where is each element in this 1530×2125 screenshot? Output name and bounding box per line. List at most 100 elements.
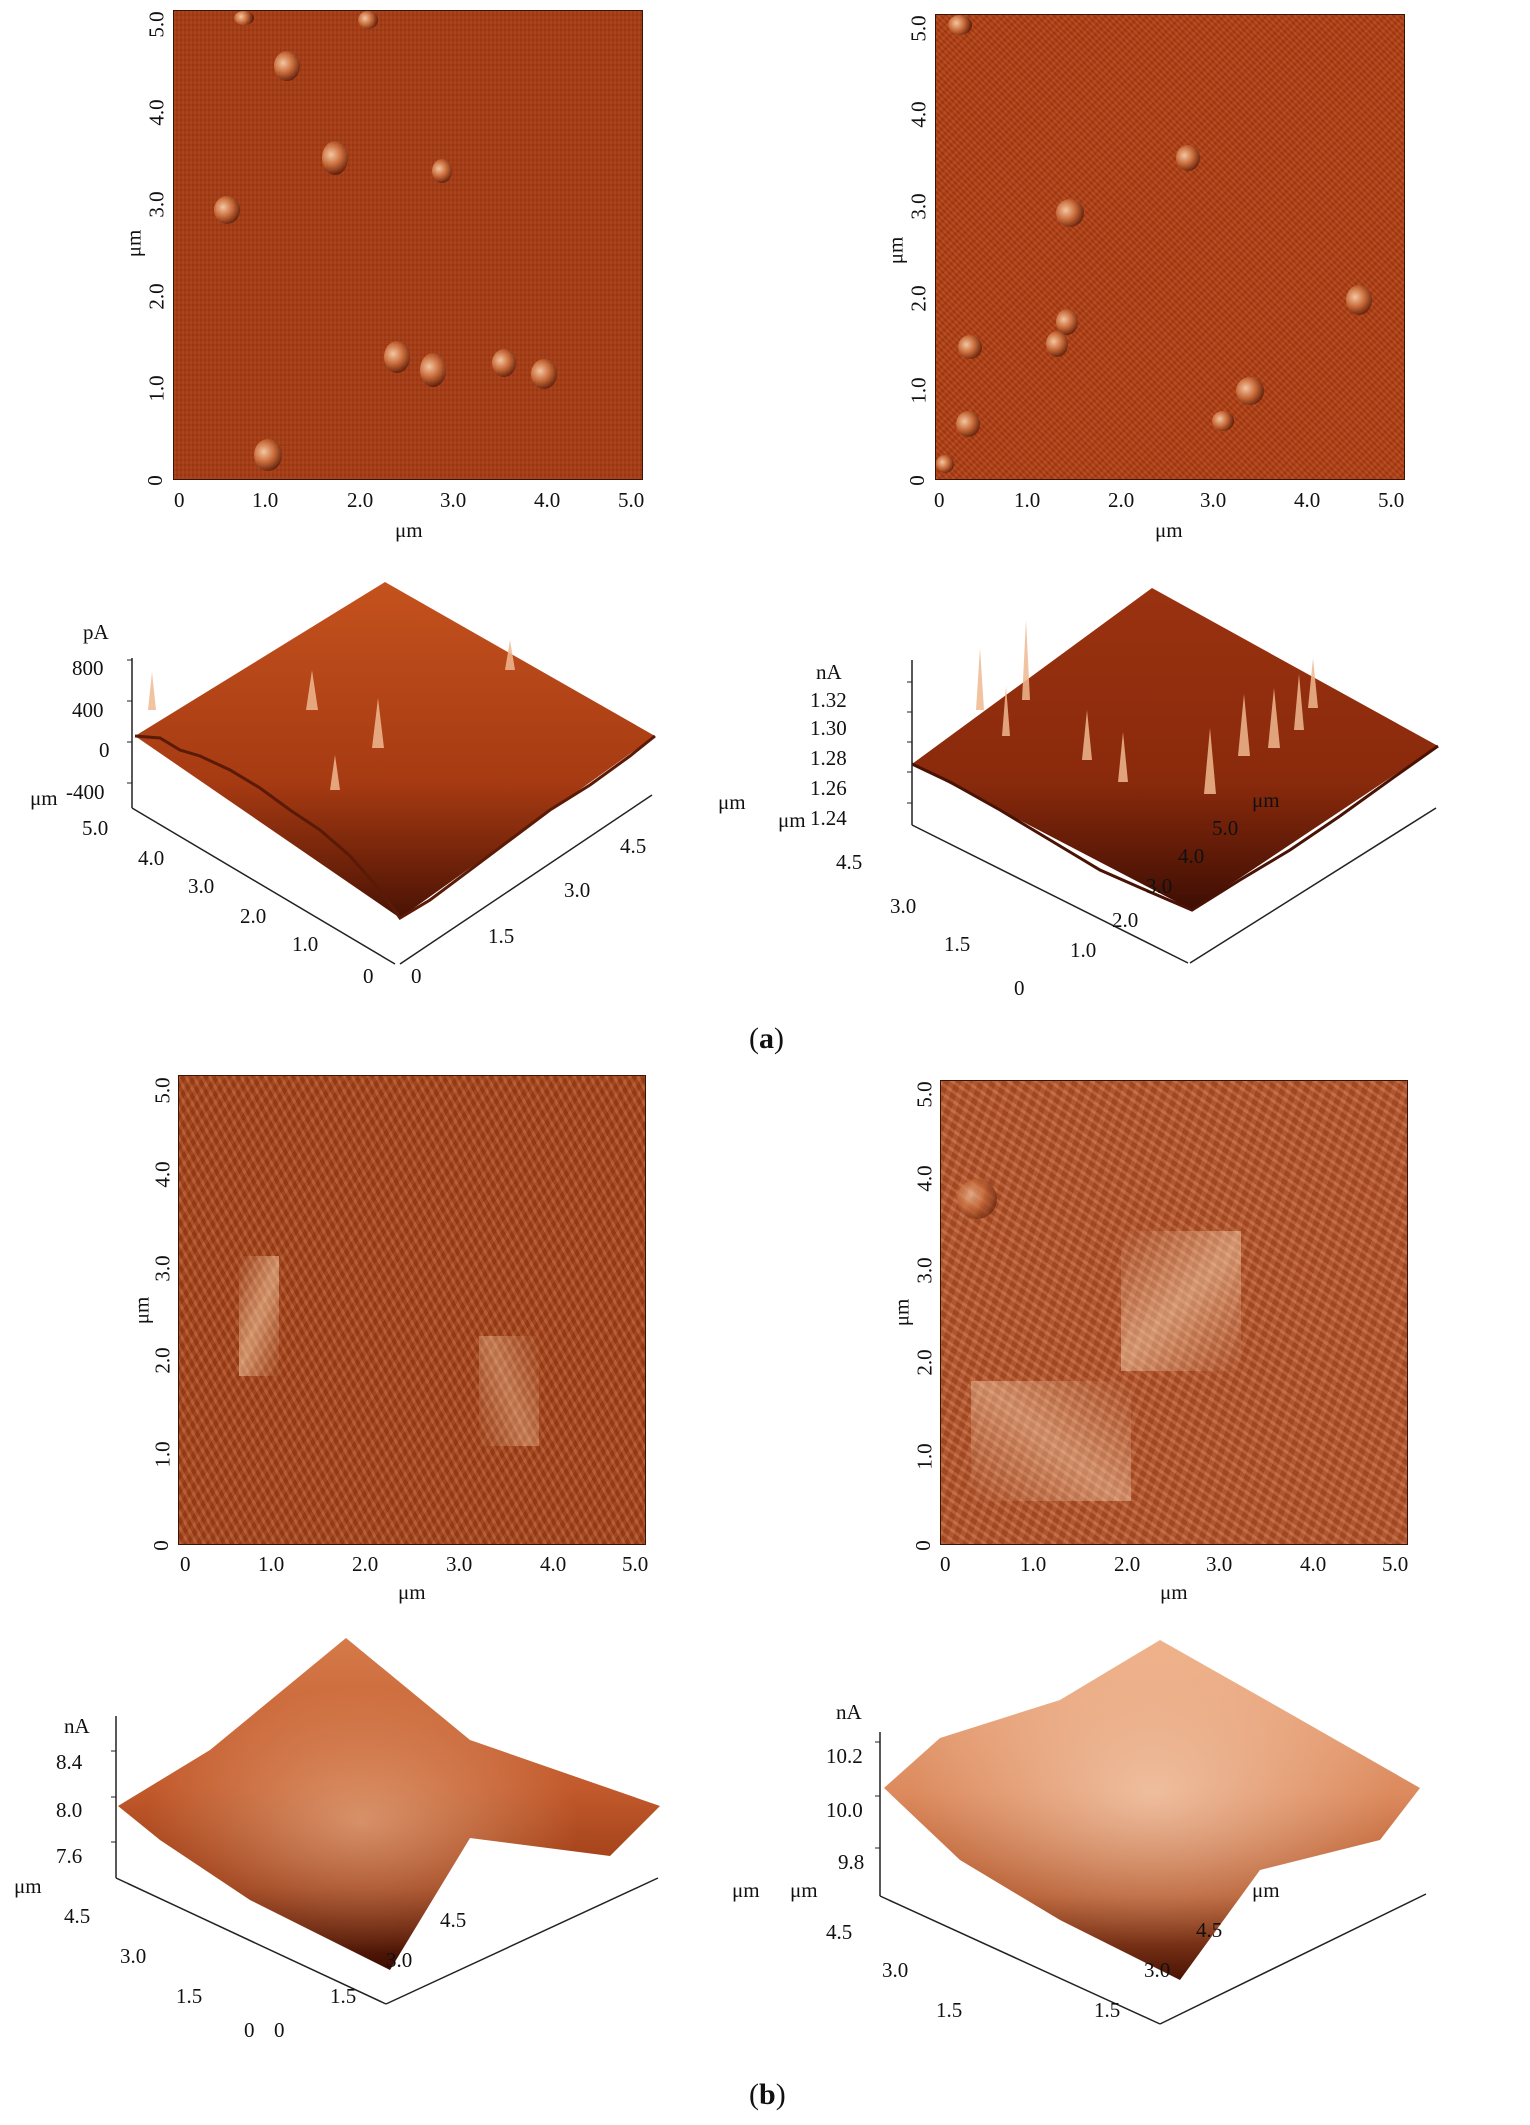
left-axis-tick: 1.5: [176, 1984, 203, 2008]
right-axis-tick: 1.0: [1070, 938, 1097, 962]
x-tick: 4.0: [540, 1552, 567, 1576]
y-tick: 2.0: [912, 1349, 937, 1376]
right-axis-tick: 1.5: [330, 1984, 357, 2008]
x-tick: 0: [940, 1552, 951, 1576]
y-axis-unit: μm: [129, 1296, 154, 1325]
y-tick: 1.0: [906, 377, 931, 404]
x-tick: 1.0: [1020, 1552, 1047, 1576]
z-tick: 1.26: [810, 776, 847, 800]
left-axis-tick: 4.5: [836, 850, 863, 874]
z-axis-unit: nA: [816, 660, 842, 684]
z-tick: 1.30: [810, 716, 847, 740]
left-axis-tick: 0: [363, 964, 374, 988]
right-axis-tick: 4.5: [1196, 1918, 1223, 1942]
left-axis-tick: 1.5: [944, 932, 971, 956]
right-axis-tick: 3.0: [1144, 1958, 1171, 1982]
left-axis-tick: 1.0: [292, 932, 319, 956]
y-tick: 3.0: [906, 193, 931, 220]
x-tick: 5.0: [1378, 488, 1405, 512]
z-tick: -400: [66, 780, 105, 804]
right-axis-unit: μm: [732, 1878, 760, 1902]
left-axis-tick: 3.0: [188, 874, 215, 898]
afm-map-image: [178, 1075, 646, 1545]
x-tick: 0: [934, 488, 945, 512]
x-tick: 2.0: [1114, 1552, 1141, 1576]
y-tick: 4.0: [144, 99, 169, 126]
y-tick: 5.0: [912, 1081, 937, 1108]
caption-a: (a): [749, 1022, 784, 1055]
y-axis-unit: μm: [121, 229, 146, 258]
afm-map-image: [940, 1080, 1408, 1545]
y-tick: 0: [904, 475, 929, 486]
x-tick: 4.0: [534, 488, 561, 512]
left-axis-tick: 3.0: [890, 894, 917, 918]
z-axis-unit: nA: [836, 1700, 862, 1724]
right-axis-unit: μm: [1252, 788, 1280, 812]
y-tick: 4.0: [150, 1161, 175, 1188]
right-axis-tick: 4.5: [440, 1908, 467, 1932]
right-axis-tick: 5.0: [1212, 816, 1239, 840]
y-tick: 4.0: [912, 1165, 937, 1192]
x-tick: 3.0: [446, 1552, 473, 1576]
z-tick: 0: [99, 738, 110, 762]
x-tick: 0: [174, 488, 185, 512]
z-tick: 10.2: [826, 1744, 863, 1768]
y-tick: 2.0: [150, 1347, 175, 1374]
left-axis-tick: 0: [1014, 976, 1025, 1000]
y-tick: 1.0: [150, 1441, 175, 1468]
left-axis-unit: μm: [790, 1878, 818, 1902]
left-axis-unit: μm: [778, 808, 806, 832]
left-axis-tick: 3.0: [882, 1958, 909, 1982]
x-tick: 2.0: [347, 488, 374, 512]
afm-3d-surface: [875, 1640, 1427, 2025]
right-axis-tick: 1.5: [1094, 1998, 1121, 2022]
x-tick: 3.0: [1200, 488, 1227, 512]
x-tick: 0: [180, 1552, 191, 1576]
x-tick: 5.0: [618, 488, 645, 512]
y-tick: 5.0: [144, 11, 169, 38]
left-axis-tick: 4.5: [64, 1904, 91, 1928]
left-axis-tick: 5.0: [82, 816, 109, 840]
y-tick: 5.0: [906, 15, 931, 42]
left-axis-unit: μm: [14, 1874, 42, 1898]
z-axis-unit: nA: [64, 1714, 90, 1738]
right-axis-tick: 2.0: [1112, 908, 1139, 932]
z-tick: 8.4: [56, 1750, 83, 1774]
left-axis-tick: 4.0: [138, 846, 165, 870]
afm-map-image: [173, 10, 643, 480]
left-axis-tick: 0: [244, 2018, 255, 2042]
afm-3d-surface: [111, 1638, 660, 2005]
x-tick: 3.0: [440, 488, 467, 512]
z-tick: 10.0: [826, 1798, 863, 1822]
right-axis-tick: 0: [411, 964, 422, 988]
z-axis-unit: pA: [83, 620, 109, 644]
x-tick: 5.0: [1382, 1552, 1409, 1576]
x-tick: 3.0: [1206, 1552, 1233, 1576]
x-axis-unit: μm: [395, 518, 423, 542]
z-tick: 1.24: [810, 806, 847, 830]
y-axis-unit: μm: [889, 1298, 914, 1327]
z-tick: 7.6: [56, 1844, 83, 1868]
x-tick: 4.0: [1294, 488, 1321, 512]
y-tick: 3.0: [912, 1257, 937, 1284]
y-axis-unit: μm: [883, 236, 908, 265]
right-axis-tick: 3.0: [1146, 874, 1173, 898]
left-axis-tick: 3.0: [120, 1944, 147, 1968]
left-axis-tick: 1.5: [936, 1998, 963, 2022]
right-axis-unit: μm: [1252, 1878, 1280, 1902]
y-tick: 1.0: [144, 375, 169, 402]
afm-3d-surface: [127, 582, 656, 965]
y-tick: 5.0: [150, 1077, 175, 1104]
right-axis-tick: 4.0: [1178, 844, 1205, 868]
y-tick: 4.0: [906, 101, 931, 128]
y-tick: 2.0: [144, 283, 169, 310]
z-tick: 9.8: [838, 1850, 865, 1874]
y-tick: 3.0: [150, 1255, 175, 1282]
x-tick: 2.0: [352, 1552, 379, 1576]
z-tick: 400: [72, 698, 104, 722]
y-tick: 3.0: [144, 191, 169, 218]
y-tick: 2.0: [906, 285, 931, 312]
x-axis-unit: μm: [1160, 1580, 1188, 1604]
afm-map-image: [935, 14, 1405, 480]
y-tick: 1.0: [912, 1443, 937, 1470]
